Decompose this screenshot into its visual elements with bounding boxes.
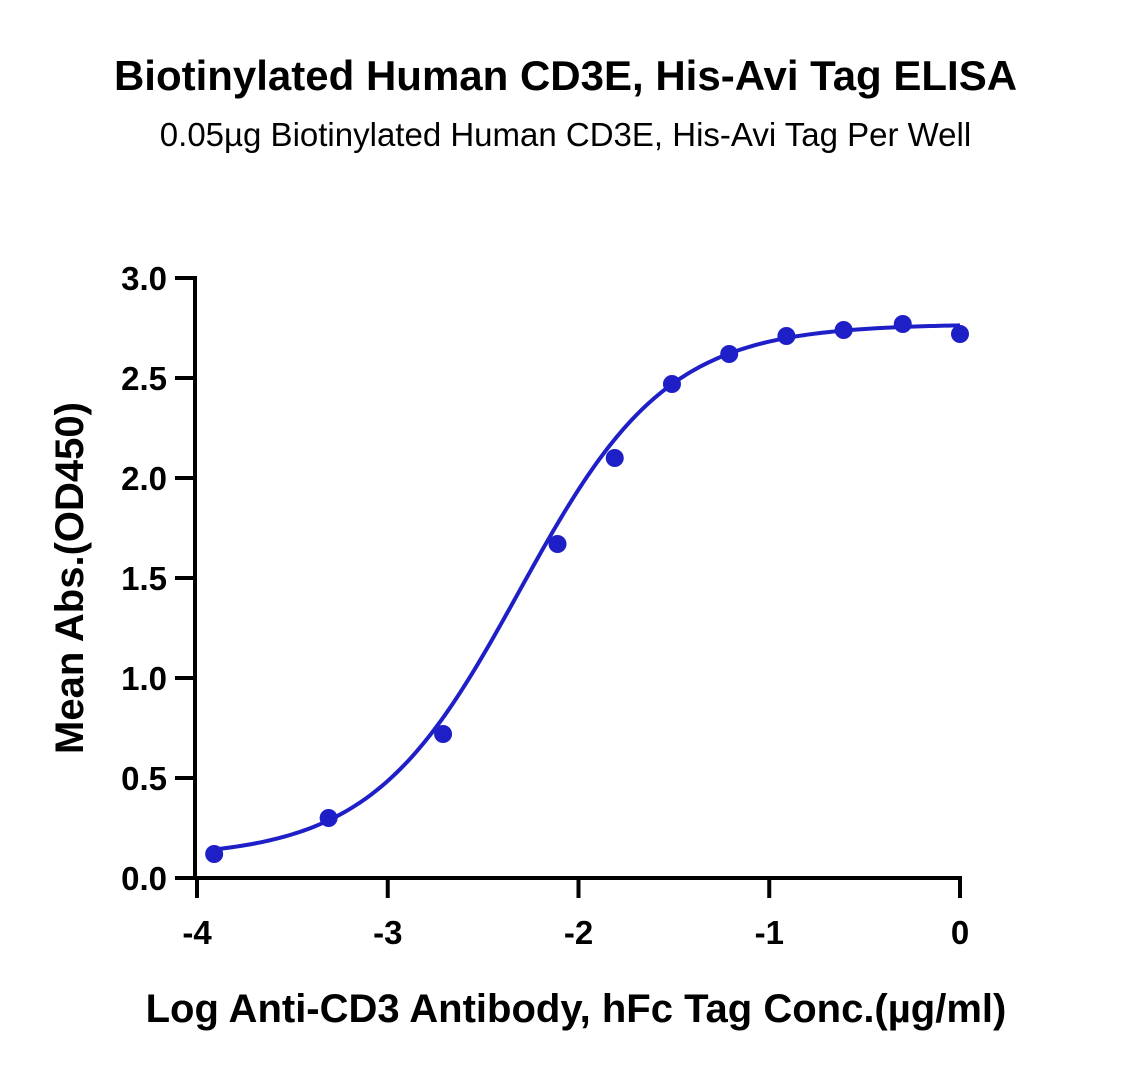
y-tick-label: 0.5 — [121, 760, 167, 797]
x-axis-label: Log Anti-CD3 Antibody, hFc Tag Conc.(µg/… — [146, 987, 1007, 1031]
axes: 0.0 0.5 1.0 1.5 2.0 2.5 3.0 -4 -3 -2 -1 0 — [121, 260, 969, 951]
data-point — [951, 325, 969, 343]
x-tick-label: -1 — [755, 914, 784, 951]
data-point — [662, 375, 681, 393]
y-tick-label: 2.5 — [121, 360, 167, 397]
chart-title: Biotinylated Human CD3E, His-Avi Tag ELI… — [113, 52, 1018, 99]
x-tick-label: -3 — [373, 914, 402, 951]
y-tick-label: 1.5 — [121, 560, 167, 597]
data-point — [319, 809, 338, 827]
data-point — [605, 449, 624, 467]
data-point — [434, 725, 453, 743]
fit-curve — [213, 323, 961, 852]
y-tick-label: 2.0 — [121, 460, 167, 497]
data-points — [205, 315, 969, 863]
fit-curve-group — [213, 323, 961, 852]
data-point — [720, 345, 739, 363]
y-tick-label: 1.0 — [121, 660, 167, 697]
data-point — [777, 327, 796, 345]
data-point — [893, 315, 912, 333]
y-axis-label: Mean Abs.(OD450) — [48, 402, 92, 754]
x-tick-label: 0 — [951, 914, 969, 951]
x-tick-label: -2 — [564, 914, 593, 951]
chart-subtitle: 0.05µg Biotinylated Human CD3E, His-Avi … — [159, 116, 972, 153]
data-point — [205, 845, 224, 863]
data-point — [548, 535, 567, 553]
x-tick-label: -4 — [182, 914, 212, 951]
y-tick-label: 0.0 — [121, 860, 167, 897]
data-point — [834, 321, 853, 339]
y-tick-label: 3.0 — [121, 260, 167, 297]
